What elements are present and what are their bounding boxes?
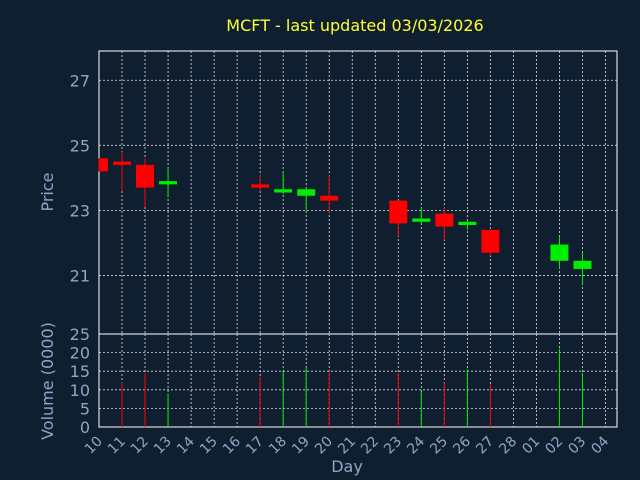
candle-body <box>320 195 339 201</box>
price-tick-label: 23 <box>70 201 90 220</box>
candle <box>113 151 132 191</box>
candle <box>481 229 500 256</box>
candle-body <box>136 164 155 188</box>
candle-body <box>113 161 132 165</box>
chart-title: MCFT - last updated 03/03/2026 <box>226 16 483 35</box>
candle <box>573 252 592 286</box>
volume-bars <box>121 348 583 427</box>
candle <box>435 207 454 240</box>
candle <box>412 207 431 224</box>
volume-tick-label: 10 <box>70 381 90 400</box>
price-panel: 21 23 25 27 <box>70 50 618 335</box>
volume-tick-label: 0 <box>80 418 90 437</box>
candle <box>297 187 316 211</box>
candle <box>274 171 293 195</box>
price-axis-label: Price <box>38 172 57 211</box>
price-tick-label: 27 <box>70 71 90 90</box>
price-tick-label: 25 <box>70 136 90 155</box>
candle <box>550 236 569 269</box>
volume-tick-label: 15 <box>70 362 90 381</box>
candle-body <box>251 184 270 188</box>
volume-tick-label: 20 <box>70 344 90 363</box>
candle-body <box>458 221 477 226</box>
candle <box>251 174 270 191</box>
candle-body <box>435 213 454 227</box>
candle <box>389 200 408 237</box>
candle-body <box>274 189 293 193</box>
candle-body <box>99 158 108 172</box>
candle-body <box>481 229 500 253</box>
x-axis-ticks: 10 11 12 13 14 15 16 17 18 19 20 21 22 23 24 25 26 27 28 01… <box>82 433 612 457</box>
price-tick-label: 21 <box>70 266 90 285</box>
candles <box>98 151 592 286</box>
candle <box>458 220 477 230</box>
x-axis-label: Day <box>331 457 363 476</box>
candle <box>320 174 339 214</box>
candle <box>98 158 108 172</box>
candle <box>136 158 155 208</box>
candle-body <box>389 200 408 224</box>
volume-tick-label: 5 <box>80 399 90 418</box>
price-y-ticks: 21 23 25 27 <box>70 71 90 285</box>
candle-body <box>159 181 178 185</box>
volume-axis-label: Volume (0000) <box>38 322 57 440</box>
candle-body <box>412 218 431 222</box>
candle-body <box>550 244 569 261</box>
volume-panel-frame <box>98 333 618 428</box>
candle-body <box>573 260 592 269</box>
candle-body <box>297 189 316 196</box>
candle <box>159 168 178 198</box>
volume-tick-label: 25 <box>70 325 90 344</box>
